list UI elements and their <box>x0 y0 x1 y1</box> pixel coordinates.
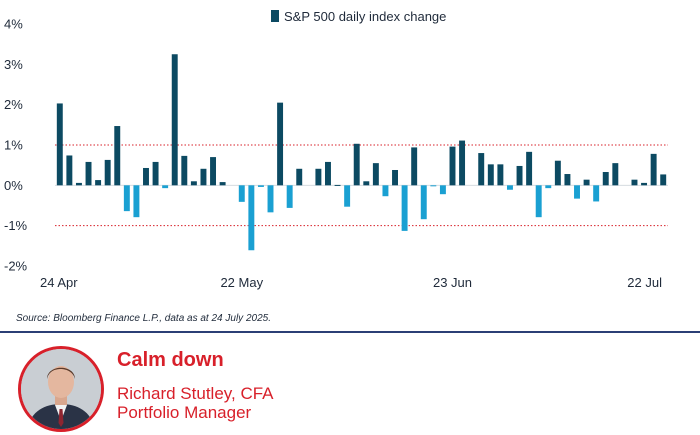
bar <box>344 185 351 207</box>
author-photo-icon <box>21 349 101 429</box>
bar <box>535 185 542 218</box>
bar <box>238 185 245 202</box>
bar <box>334 184 341 186</box>
bar <box>200 168 207 186</box>
bar <box>219 182 226 186</box>
y-tick-label: 4% <box>4 17 23 32</box>
author-footer: Calm down Richard Stutley, CFA Portfolio… <box>0 333 700 435</box>
bar <box>85 161 92 186</box>
bar <box>641 182 648 186</box>
bar <box>353 143 360 186</box>
bar <box>420 185 427 220</box>
article-title: Calm down <box>117 349 224 371</box>
bar <box>181 155 188 186</box>
bar <box>660 174 667 186</box>
bar <box>296 168 303 186</box>
bars <box>56 54 667 251</box>
bar <box>286 185 293 208</box>
bar <box>152 161 159 186</box>
bar <box>478 153 485 186</box>
bar <box>650 153 657 186</box>
bar <box>459 140 466 186</box>
x-axis: 24 Apr 22 May 23 Jun 22 Jul <box>40 275 662 290</box>
bar <box>95 180 102 186</box>
bar <box>545 185 552 189</box>
bar <box>487 164 494 186</box>
bar <box>593 185 600 202</box>
bar <box>526 151 533 186</box>
y-tick-label: 2% <box>4 97 23 112</box>
bar <box>325 161 331 186</box>
bar <box>574 185 580 199</box>
bar <box>143 167 149 186</box>
bar <box>171 54 178 186</box>
y-tick-label: -2% <box>4 258 28 273</box>
bar <box>114 126 121 186</box>
bar <box>439 185 446 195</box>
chart-source-note: Source: Bloomberg Finance L.P., data as … <box>16 313 271 324</box>
bar <box>363 181 370 186</box>
bar <box>401 185 408 231</box>
chart-legend: S&P 500 daily index change <box>271 9 446 24</box>
bar <box>315 168 322 186</box>
bar <box>267 185 274 213</box>
bar <box>372 163 379 186</box>
bar <box>631 179 638 186</box>
y-tick-label: 3% <box>4 57 23 72</box>
y-tick-label: 0% <box>4 178 23 193</box>
bar <box>449 146 456 186</box>
bar <box>75 182 82 186</box>
bar <box>190 181 197 186</box>
author-role: Portfolio Manager <box>117 403 252 422</box>
x-tick-label: 22 May <box>220 275 263 290</box>
bar <box>66 155 73 186</box>
bar <box>411 147 418 186</box>
y-tick-label: -1% <box>4 218 28 233</box>
bar <box>382 185 389 197</box>
section-divider <box>0 331 700 333</box>
x-tick-label: 22 Jul <box>627 275 662 290</box>
bar <box>133 185 140 218</box>
bar <box>277 102 284 186</box>
bar <box>564 174 571 186</box>
bar <box>430 185 437 187</box>
bar <box>583 179 590 186</box>
bar <box>162 185 169 189</box>
bar <box>257 185 264 187</box>
legend-label: S&P 500 daily index change <box>284 9 446 24</box>
x-tick-label: 24 Apr <box>40 275 78 290</box>
bar <box>210 157 217 186</box>
bar <box>602 172 609 186</box>
bar <box>123 185 130 212</box>
bar <box>56 103 63 186</box>
daily-change-chart: S&P 500 daily index change 4% 3% 2% 1% 0% -1%… <box>4 9 668 290</box>
author-name: Richard Stutley, CFA <box>117 384 274 403</box>
reference-lines <box>55 144 668 227</box>
y-axis: 4% 3% 2% 1% 0% -1% -2% <box>4 17 28 274</box>
bar <box>506 185 513 190</box>
x-tick-label: 23 Jun <box>433 275 472 290</box>
bar <box>497 164 504 186</box>
bar <box>248 185 255 251</box>
bar <box>554 160 561 186</box>
y-tick-label: 1% <box>4 137 23 152</box>
legend-swatch <box>271 10 279 22</box>
bar <box>392 169 398 186</box>
bar <box>516 165 523 186</box>
bar <box>104 159 111 186</box>
bar <box>612 163 619 186</box>
author-avatar <box>18 346 104 432</box>
